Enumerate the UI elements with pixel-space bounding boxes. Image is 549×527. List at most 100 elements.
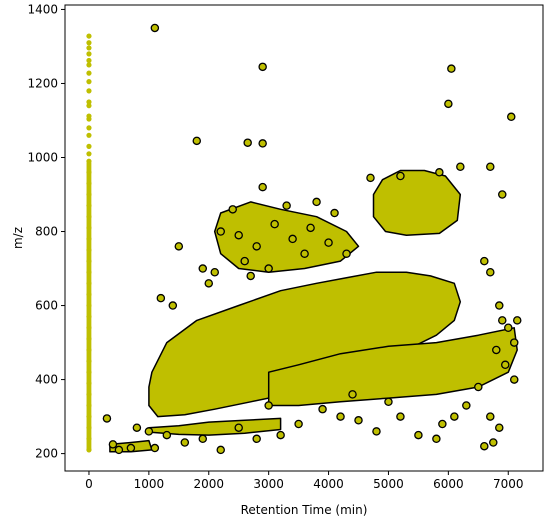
data-point xyxy=(198,264,208,273)
x-tick-label: 1000 xyxy=(134,477,165,491)
plot-frame xyxy=(64,4,544,472)
dense-region-low-band xyxy=(267,327,518,407)
data-point xyxy=(435,168,444,177)
y-tick-label: 1000 xyxy=(27,150,58,164)
data-point xyxy=(86,103,92,109)
dense-strip-x0 xyxy=(86,161,92,452)
data-point xyxy=(126,443,136,453)
data-point xyxy=(348,390,357,399)
data-point xyxy=(486,162,495,171)
data-point xyxy=(258,139,267,148)
data-point xyxy=(86,70,92,76)
data-point xyxy=(498,190,507,199)
data-point xyxy=(507,112,516,122)
data-point xyxy=(192,136,202,146)
data-point xyxy=(234,423,243,432)
data-point xyxy=(204,279,214,288)
data-point xyxy=(86,57,92,64)
data-point xyxy=(330,208,339,218)
data-point xyxy=(447,64,456,73)
x-axis-label: Retention Time (min) xyxy=(241,503,368,517)
data-point xyxy=(456,162,465,171)
dense-region-upper xyxy=(372,169,462,236)
data-point xyxy=(300,249,309,258)
data-point xyxy=(396,412,405,421)
data-point xyxy=(258,62,267,72)
data-point xyxy=(174,242,184,251)
x-tick-label: 0 xyxy=(85,477,93,491)
data-point xyxy=(86,40,92,46)
data-points xyxy=(86,23,522,455)
data-point xyxy=(86,143,92,149)
data-point xyxy=(396,171,405,181)
data-point xyxy=(288,234,297,244)
data-point xyxy=(498,316,507,325)
y-tick-label: 400 xyxy=(35,373,58,387)
x-tick-label: 3000 xyxy=(253,477,284,491)
data-point xyxy=(240,256,249,266)
data-point xyxy=(480,256,489,266)
data-point xyxy=(264,264,273,273)
data-point xyxy=(216,445,225,455)
data-point xyxy=(495,301,504,310)
x-tick-label: 2000 xyxy=(193,477,224,491)
x-axis-ticks: 0 1000 2000 3000 4000 5000 6000 7000 xyxy=(85,471,524,491)
data-point xyxy=(324,238,333,247)
data-point xyxy=(444,99,453,109)
data-point xyxy=(354,416,363,425)
data-point xyxy=(489,438,498,447)
data-point xyxy=(432,434,441,444)
data-point xyxy=(264,401,273,410)
data-point xyxy=(366,173,375,183)
y-tick-label: 1200 xyxy=(27,76,58,90)
data-point xyxy=(162,430,172,440)
y-tick-label: 200 xyxy=(35,447,58,461)
data-point xyxy=(474,382,483,392)
data-point xyxy=(512,316,522,325)
data-point xyxy=(86,33,92,39)
data-point xyxy=(86,132,92,138)
data-point xyxy=(86,51,92,57)
data-point xyxy=(86,99,92,105)
data-point xyxy=(150,443,160,453)
data-point xyxy=(252,242,261,251)
data-point xyxy=(156,293,166,303)
data-point xyxy=(102,414,112,423)
data-point xyxy=(501,360,510,370)
data-point xyxy=(86,62,92,68)
data-point xyxy=(243,138,252,147)
data-point xyxy=(252,434,261,444)
data-point xyxy=(312,197,321,207)
y-tick-label: 1400 xyxy=(27,2,58,16)
data-point xyxy=(132,423,142,432)
dense-region-mid-upper xyxy=(213,201,360,273)
data-point xyxy=(258,182,267,192)
data-point xyxy=(180,438,190,447)
data-point xyxy=(450,412,459,421)
data-point xyxy=(246,271,255,281)
data-point xyxy=(306,223,315,233)
data-point xyxy=(168,301,178,310)
data-point xyxy=(486,412,495,421)
data-point xyxy=(318,404,327,414)
data-point xyxy=(150,23,160,33)
data-point xyxy=(234,230,243,240)
data-point xyxy=(216,227,225,236)
data-point xyxy=(495,423,504,432)
dense-region-main xyxy=(148,271,462,418)
data-point xyxy=(86,88,92,94)
y-axis-label: m/z xyxy=(11,227,25,249)
data-point xyxy=(438,419,447,429)
data-point xyxy=(108,440,118,449)
data-point xyxy=(114,445,124,455)
data-point xyxy=(372,427,381,436)
data-point xyxy=(86,79,92,85)
data-point xyxy=(504,323,513,333)
data-point xyxy=(86,125,92,131)
data-point xyxy=(270,219,279,229)
data-point xyxy=(509,338,519,347)
x-tick-label: 6000 xyxy=(433,477,464,491)
x-tick-label: 4000 xyxy=(313,477,344,491)
data-point xyxy=(486,267,495,277)
